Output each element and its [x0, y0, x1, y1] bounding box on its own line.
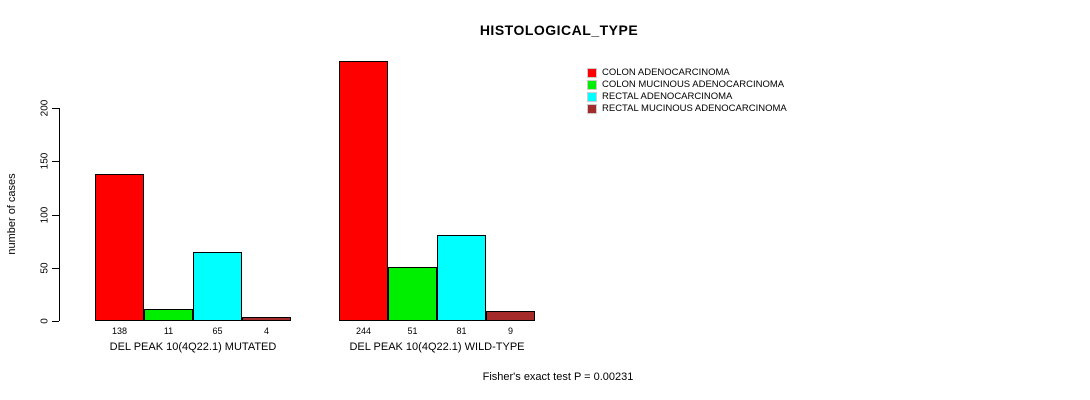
y-axis-tick-label: 0 [39, 318, 51, 324]
legend-label: RECTAL ADENOCARCINOMA [602, 91, 733, 102]
bar-value-label: 81 [456, 326, 467, 336]
bar [144, 309, 193, 321]
bar-value-label: 138 [111, 326, 128, 336]
legend-item: COLON ADENOCARCINOMA [587, 67, 787, 79]
bar [486, 311, 535, 321]
legend-label: RECTAL MUCINOUS ADENOCARCINOMA [602, 103, 787, 114]
bar [339, 61, 388, 321]
x-axis-group-label: DEL PEAK 10(4Q22.1) WILD-TYPE [349, 341, 525, 353]
bar [95, 174, 144, 321]
y-axis-label: number of cases [6, 173, 18, 255]
bar-value-label: 244 [355, 326, 372, 336]
y-axis-tick-label: 150 [39, 152, 51, 170]
bar [437, 234, 486, 321]
bar [193, 251, 242, 321]
bar-value-label: 51 [407, 326, 418, 336]
stat-test-caption: Fisher's exact test P = 0.00231 [482, 371, 634, 383]
bar [388, 266, 437, 321]
y-axis-tick [52, 267, 59, 269]
y-axis-tick-label: 50 [39, 262, 51, 274]
y-axis-tick [52, 108, 59, 110]
y-axis-line [59, 108, 61, 321]
y-axis-tick [52, 214, 59, 216]
legend-label: COLON ADENOCARCINOMA [602, 67, 730, 78]
bar-value-label: 4 [263, 326, 269, 336]
y-axis-tick-label: 200 [39, 99, 51, 117]
bar-value-label: 11 [163, 326, 174, 336]
legend-swatch-icon [587, 104, 597, 114]
legend-item: RECTAL MUCINOUS ADENOCARCINOMA [587, 103, 787, 115]
y-axis-tick [52, 161, 59, 163]
legend-swatch-icon [587, 80, 597, 90]
legend-item: COLON MUCINOUS ADENOCARCINOMA [587, 79, 787, 91]
y-axis-tick [52, 321, 59, 323]
legend-swatch-icon [587, 68, 597, 78]
legend-swatch-icon [587, 92, 597, 102]
bar [242, 316, 291, 321]
legend: COLON ADENOCARCINOMA COLON MUCINOUS ADEN… [587, 67, 787, 115]
bar-value-label: 65 [212, 326, 223, 336]
y-axis-tick-label: 100 [39, 206, 51, 223]
legend-item: RECTAL ADENOCARCINOMA [587, 91, 787, 103]
chart-title: HISTOLOGICAL_TYPE [479, 22, 639, 38]
bar-value-label: 9 [507, 326, 513, 336]
legend-label: COLON MUCINOUS ADENOCARCINOMA [602, 79, 785, 90]
x-axis-group-label: DEL PEAK 10(4Q22.1) MUTATED [109, 341, 277, 353]
